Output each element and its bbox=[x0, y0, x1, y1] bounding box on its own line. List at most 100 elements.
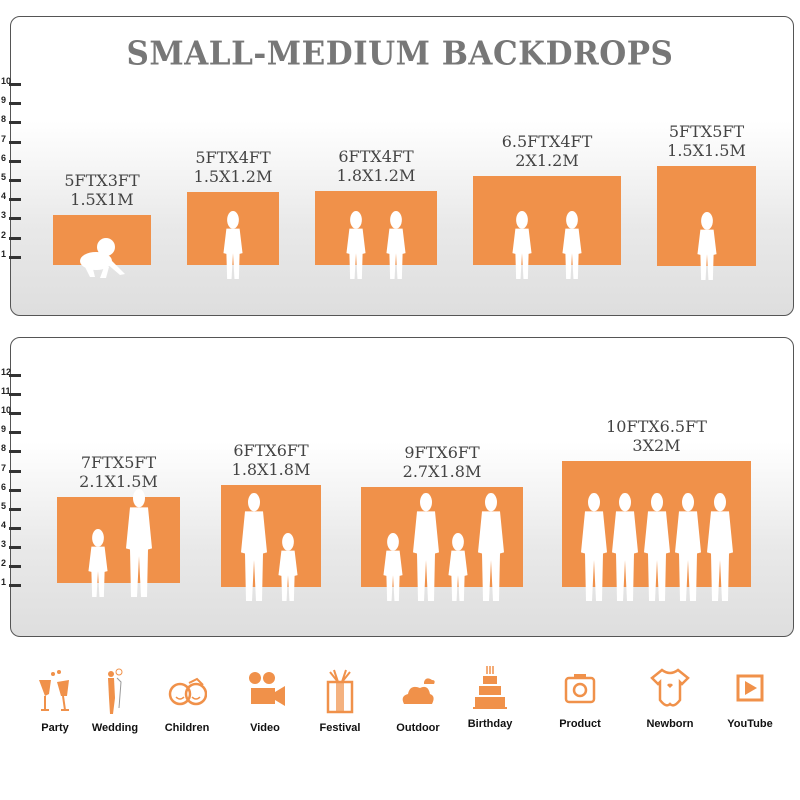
ruler-tick-mark bbox=[9, 121, 21, 125]
ruler-tick-label: 2 bbox=[1, 558, 7, 568]
ruler-tick-label: 12 bbox=[1, 367, 12, 377]
backdrop-size-label: 6FTX6FT 1.8X1.8M bbox=[232, 441, 311, 479]
size-feet: 7FTX5FT bbox=[80, 453, 157, 472]
size-meters: 3X2M bbox=[632, 436, 681, 455]
ruler-tick-label: 6 bbox=[1, 481, 7, 492]
ruler-tick-label: 6 bbox=[1, 152, 7, 163]
category-outdoor: Outdoor bbox=[378, 668, 458, 734]
ruler-tick-mark bbox=[9, 450, 21, 454]
ruler-tick: 6 bbox=[0, 153, 24, 168]
backdrop-size-label: 6FTX4FT 1.8X1.2M bbox=[337, 147, 416, 185]
adult-silhouette-icon bbox=[239, 493, 269, 605]
adult-silhouette-icon bbox=[411, 493, 441, 605]
backdrop-rect bbox=[221, 485, 321, 587]
category-product: Product bbox=[540, 664, 620, 730]
baby-silhouette-icon bbox=[76, 237, 128, 283]
ruler-tick-mark bbox=[9, 488, 21, 492]
size-feet: 9FTX6FT bbox=[404, 443, 480, 462]
ruler-tick-label: 8 bbox=[1, 443, 7, 454]
size-feet: 5FTX4FT bbox=[195, 148, 271, 167]
adult-silhouette-icon bbox=[673, 493, 703, 605]
category-label: Party bbox=[41, 722, 69, 734]
play-button-icon bbox=[710, 664, 790, 712]
category-label: Birthday bbox=[467, 718, 513, 730]
size-feet: 5FTX5FT bbox=[668, 122, 745, 141]
ruler-tick-label: 10 bbox=[1, 76, 12, 86]
backdrop-size-label: 9FTX6FT 2.7X1.8M bbox=[403, 443, 482, 481]
ruler-tick-label: 3 bbox=[1, 210, 7, 221]
adult-silhouette-icon bbox=[610, 493, 640, 605]
ruler-tick: 5 bbox=[0, 501, 24, 516]
size-feet: 6FTX6FT bbox=[233, 441, 309, 460]
size-meters: 1.5X1.5M bbox=[667, 141, 746, 160]
adult-silhouette-icon bbox=[705, 493, 735, 605]
backdrop-size-label: 6.5FTX4FT 2X1.2M bbox=[502, 132, 593, 170]
category-label: Newborn bbox=[646, 718, 694, 730]
ruler-tick: 10 bbox=[0, 76, 24, 91]
category-label: Video bbox=[250, 722, 280, 734]
birthday-cake-icon bbox=[450, 664, 530, 712]
ruler-tick-label: 5 bbox=[1, 172, 7, 182]
ruler-tick: 4 bbox=[0, 191, 24, 206]
size-meters: 1.8X1.2M bbox=[336, 166, 416, 185]
category-video: Video bbox=[225, 668, 305, 734]
size-feet: 10FTX6.5FT bbox=[606, 417, 707, 436]
ruler-tick-mark bbox=[9, 83, 21, 86]
gift-box-icon bbox=[300, 668, 380, 716]
size-feet: 5FTX3FT bbox=[64, 171, 140, 190]
ruler-tick-mark bbox=[9, 393, 21, 397]
child-silhouette-icon bbox=[561, 211, 583, 283]
ruler-tick: 12 bbox=[0, 367, 24, 382]
ruler-tick-mark bbox=[9, 179, 21, 182]
adult-silhouette-icon bbox=[476, 493, 506, 605]
category-children: Children bbox=[147, 668, 227, 734]
baby-onesie-icon bbox=[630, 664, 710, 712]
ruler-tick-mark bbox=[9, 374, 21, 377]
champagne-glasses-icon bbox=[15, 668, 95, 716]
ruler-tick: 10 bbox=[0, 405, 24, 420]
category-festival: Festival bbox=[300, 668, 380, 734]
ruler-tick: 11 bbox=[0, 386, 24, 401]
ruler-tick-label: 4 bbox=[1, 191, 7, 202]
size-meters: 2.7X1.8M bbox=[402, 462, 482, 481]
adult-silhouette-icon bbox=[579, 493, 609, 605]
ruler-tick: 3 bbox=[0, 539, 24, 554]
category-youtube: YouTube bbox=[710, 664, 790, 730]
ruler-tick-label: 1 bbox=[1, 577, 7, 588]
ruler-tick: 2 bbox=[0, 230, 24, 245]
ruler-tick-mark bbox=[9, 412, 21, 416]
ruler-tick-label: 7 bbox=[1, 462, 7, 473]
ruler-tick-mark bbox=[9, 255, 21, 259]
ruler-tick-label: 5 bbox=[1, 500, 7, 511]
size-meters: 1.5X1M bbox=[70, 190, 134, 209]
ruler-tick-label: 4 bbox=[1, 519, 7, 530]
ruler-tick-mark bbox=[9, 159, 21, 163]
ruler-tick-label: 3 bbox=[1, 538, 7, 549]
ruler-tick-mark bbox=[9, 526, 21, 530]
ruler-tick-mark bbox=[9, 431, 21, 435]
backdrop-rect bbox=[473, 176, 621, 265]
ruler-tick: 3 bbox=[0, 210, 24, 225]
category-label: Outdoor bbox=[396, 722, 440, 734]
ruler-tick-mark bbox=[9, 140, 21, 144]
backdrop-size-label: 5FTX5FT 1.5X1.5M bbox=[667, 122, 746, 160]
child-silhouette-icon bbox=[277, 533, 299, 605]
ruler-tick-mark bbox=[9, 507, 21, 511]
category-label: Children bbox=[164, 722, 210, 734]
ruler-tick-mark bbox=[9, 584, 21, 588]
child-silhouette-icon bbox=[447, 533, 469, 605]
page-title: SMALL-MEDIUM BACKDROPS bbox=[126, 35, 674, 73]
backdrop-size-label: 7FTX5FT 2.1X1.5M bbox=[79, 453, 158, 491]
child-silhouette-icon bbox=[696, 212, 718, 284]
backdrop-rect bbox=[57, 497, 180, 583]
child-silhouette-icon bbox=[222, 211, 244, 283]
category-label: YouTube bbox=[727, 718, 773, 730]
ruler-tick-label: 1 bbox=[1, 248, 7, 259]
ruler-tick: 8 bbox=[0, 114, 24, 129]
ruler-tick-mark bbox=[9, 198, 21, 202]
ruler-tick-mark bbox=[9, 236, 21, 240]
backdrop-rect bbox=[315, 191, 437, 265]
movie-camera-icon bbox=[225, 668, 305, 716]
ruler-tick-mark bbox=[9, 102, 21, 106]
